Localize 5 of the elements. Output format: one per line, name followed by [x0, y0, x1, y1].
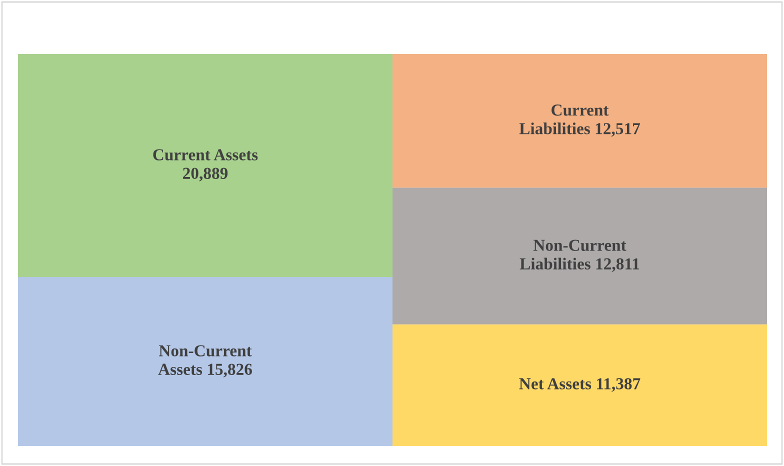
- data-label: Non-Current Assets 15,826: [158, 345, 252, 378]
- data-label: Non-Current Liabilities 12,811: [520, 240, 640, 272]
- data-label: Net Assets 11,387: [519, 378, 640, 392]
- data-label: Current Liabilities 12,517: [519, 104, 640, 137]
- data-label: Current Assets 20,889: [153, 149, 258, 182]
